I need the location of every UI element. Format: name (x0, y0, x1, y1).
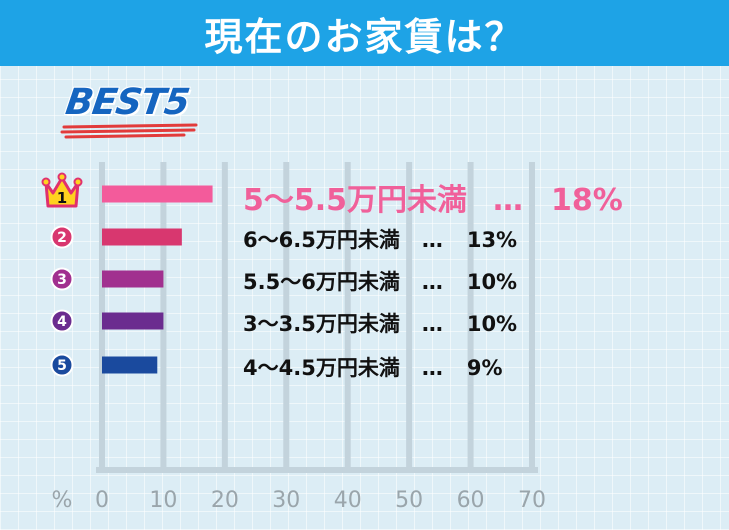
category-label: 4〜4.5万円未満 (243, 355, 400, 380)
value-label: 10% (466, 269, 518, 294)
rank-label: 6〜6.5万円未満 … 13% (243, 224, 517, 254)
separator: … (421, 269, 445, 294)
rank-label: 5〜5.5万円未満 … 18% (243, 175, 623, 219)
rank-number: 1 (57, 189, 67, 207)
rank-number: 3 (57, 272, 67, 288)
value-label: 13% (466, 227, 518, 252)
category-label: 5〜5.5万円未満 (243, 183, 468, 219)
x-tick-label: 70 (518, 488, 546, 513)
x-axis-label: % (52, 488, 73, 513)
value-label: 18% (551, 183, 623, 219)
bar (102, 312, 164, 330)
x-tick-label: 20 (211, 488, 239, 513)
rank-label: 4〜4.5万円未満 … 9% (243, 352, 502, 382)
x-tick-label: 50 (395, 488, 423, 513)
crown-icon (41, 172, 83, 208)
rank-label: 3〜3.5万円未満 … 10% (243, 308, 517, 338)
bar (102, 228, 182, 246)
value-label: 9% (466, 355, 503, 380)
header-bar: 現在のお家賃は？ (0, 0, 729, 66)
rank-circle-icon (50, 353, 74, 377)
rank-circle-icon (50, 267, 74, 291)
value-label: 10% (466, 311, 518, 336)
bar (102, 270, 164, 288)
rank-circle-icon (50, 225, 74, 249)
separator: … (421, 227, 445, 252)
category-label: 3〜3.5万円未満 (243, 311, 400, 336)
separator: … (493, 183, 526, 219)
x-tick-label: 0 (95, 488, 109, 513)
category-label: 5.5〜6万円未満 (243, 269, 400, 294)
separator: … (421, 355, 445, 380)
separator: … (421, 311, 445, 336)
x-tick-label: 60 (457, 488, 485, 513)
bar (102, 356, 158, 374)
rank-number: 4 (57, 314, 67, 330)
page-title: 現在のお家賃は？ (204, 14, 525, 59)
x-tick-label: 30 (272, 488, 300, 513)
rank-number: 5 (57, 358, 67, 374)
x-tick-label: 10 (149, 488, 177, 513)
category-label: 6〜6.5万円未満 (243, 227, 400, 252)
bar (102, 185, 213, 203)
best5-underline-icon (60, 123, 198, 139)
rank-circle-icon (50, 309, 74, 333)
rank-label: 5.5〜6万円未満 … 10% (243, 266, 517, 296)
x-tick-label: 40 (334, 488, 362, 513)
best5-badge: BEST5 (58, 80, 208, 140)
rank-number: 2 (57, 230, 67, 246)
